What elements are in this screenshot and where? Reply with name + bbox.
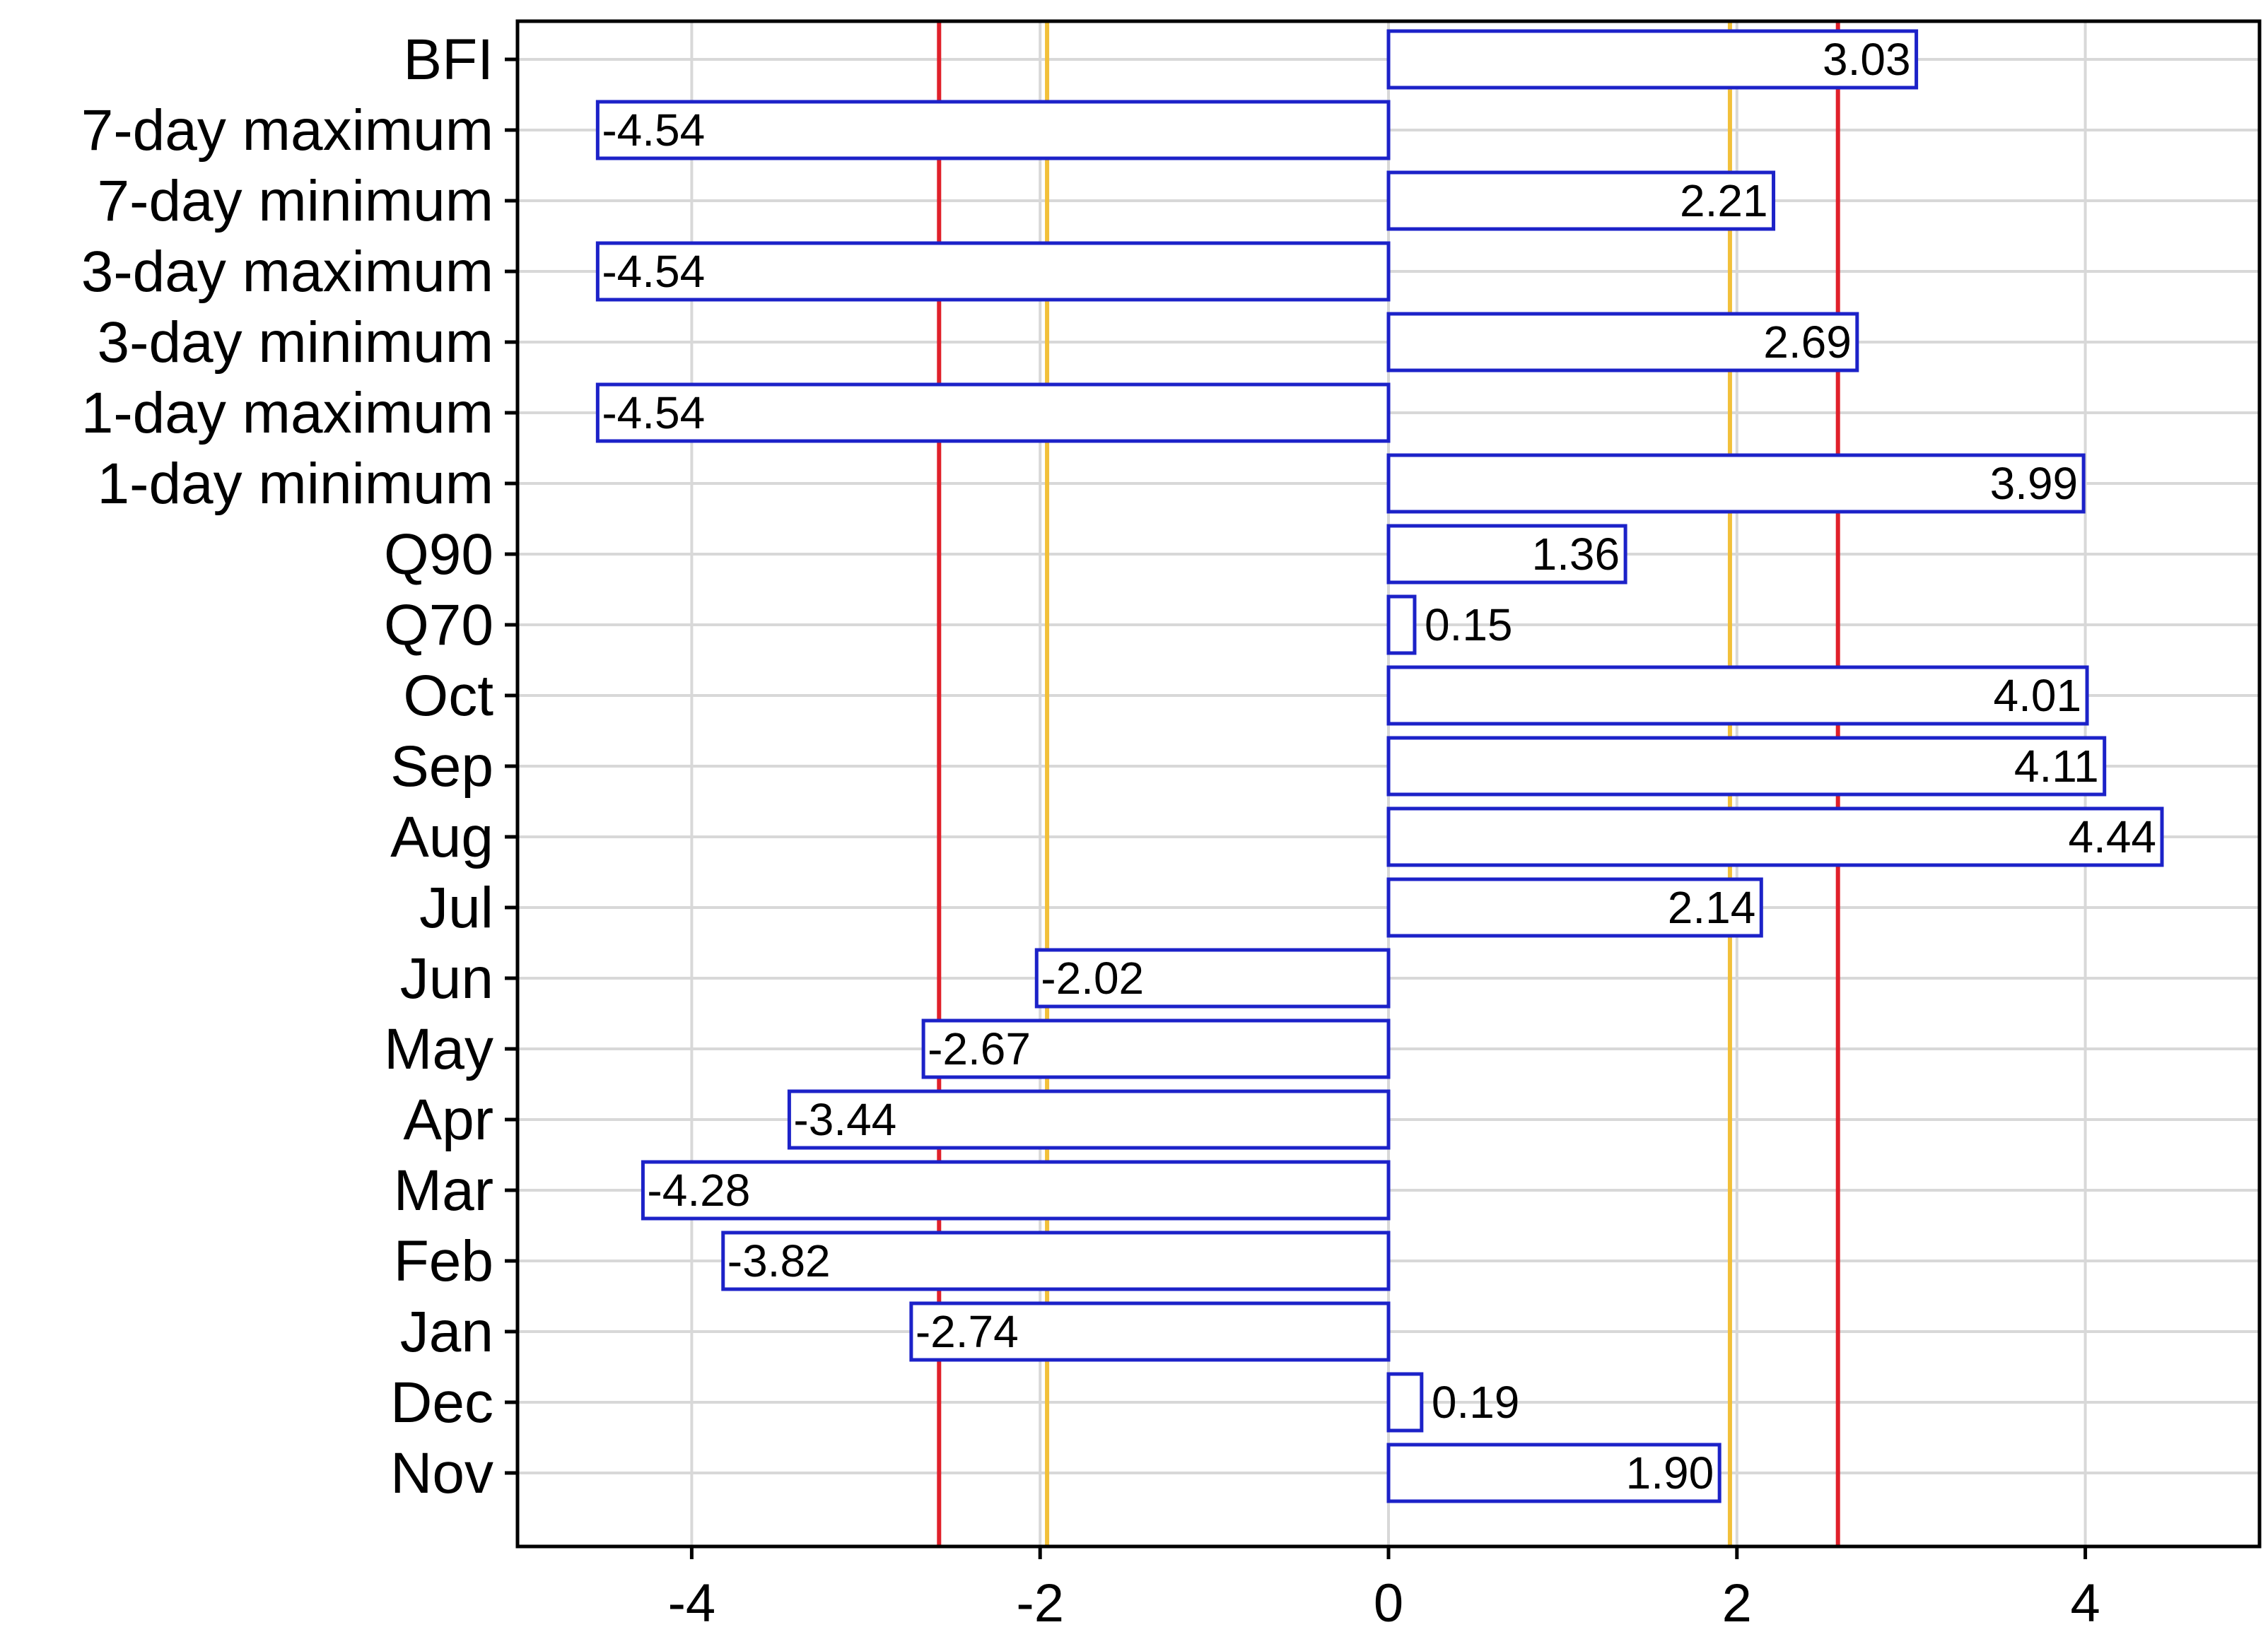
category-label: Jan bbox=[400, 1300, 493, 1364]
x-tick-label: 2 bbox=[1722, 1573, 1752, 1633]
bar-value-label: -3.82 bbox=[727, 1235, 831, 1286]
x-tick-label: 0 bbox=[1374, 1573, 1403, 1633]
category-label: Aug bbox=[390, 805, 493, 869]
bar bbox=[1034, 948, 1391, 1009]
bar bbox=[787, 1089, 1391, 1150]
bar-value-label: 0.19 bbox=[1432, 1377, 1520, 1428]
bar bbox=[1386, 312, 1859, 372]
bar bbox=[1386, 736, 2107, 797]
bar-value-label: -4.54 bbox=[602, 387, 705, 438]
category-label: 1-day maximum bbox=[81, 381, 493, 445]
category-label: 3-day maximum bbox=[81, 240, 493, 304]
bar-value-label: -2.02 bbox=[1041, 953, 1144, 1004]
bar bbox=[909, 1301, 1391, 1362]
x-tick-label: 4 bbox=[2070, 1573, 2100, 1633]
bar bbox=[595, 100, 1391, 160]
x-tick-label: -2 bbox=[1016, 1573, 1064, 1633]
bar-value-label: 4.11 bbox=[2014, 741, 2099, 792]
category-label: 7-day maximum bbox=[81, 98, 493, 163]
category-label: Sep bbox=[390, 734, 493, 799]
category-label: Oct bbox=[403, 664, 493, 728]
bar-value-label: -2.67 bbox=[928, 1023, 1031, 1074]
bar-value-label: 4.01 bbox=[1994, 670, 2082, 721]
category-label: Dec bbox=[390, 1370, 493, 1435]
bar bbox=[1386, 170, 1776, 231]
x-tick-label: -4 bbox=[668, 1573, 716, 1633]
category-label: Q70 bbox=[384, 593, 493, 657]
bar-value-label: 1.90 bbox=[1626, 1448, 1714, 1498]
bar bbox=[1386, 877, 1763, 938]
bar-value-label: -4.54 bbox=[602, 246, 705, 297]
bar-value-label: 4.44 bbox=[2068, 811, 2156, 862]
bar bbox=[921, 1018, 1391, 1079]
bar-value-label: 1.36 bbox=[1532, 529, 1620, 580]
bar bbox=[641, 1160, 1391, 1221]
bar-value-label: -4.28 bbox=[647, 1165, 750, 1216]
bar bbox=[1386, 1372, 1424, 1433]
bar bbox=[1386, 453, 2086, 514]
axes bbox=[505, 19, 2262, 1559]
bar bbox=[721, 1231, 1391, 1291]
bar bbox=[1386, 524, 1627, 585]
category-label: Apr bbox=[403, 1088, 493, 1152]
bar-value-label: 2.14 bbox=[1668, 882, 1756, 933]
bar bbox=[1386, 806, 2164, 867]
category-label: 7-day minimum bbox=[98, 169, 493, 233]
bar bbox=[595, 241, 1391, 302]
bar bbox=[1386, 665, 2089, 726]
bar-value-label: 2.21 bbox=[1680, 175, 1768, 226]
category-label: Feb bbox=[394, 1229, 493, 1293]
labels: 3.03 -4.54 2.21 -4.54 2.69 -4.54 3.99 1.36 0.15 4… bbox=[81, 28, 2156, 1633]
bar-value-label: -2.74 bbox=[916, 1306, 1019, 1357]
bar-value-label: -4.54 bbox=[602, 105, 705, 155]
bar-value-label: -3.44 bbox=[793, 1094, 896, 1145]
bars bbox=[595, 29, 2164, 1503]
category-label: BFI bbox=[403, 28, 493, 92]
bar-value-label: 3.99 bbox=[1990, 458, 2079, 509]
category-label: 3-day minimum bbox=[98, 310, 493, 375]
bar-value-label: 2.69 bbox=[1763, 317, 1852, 368]
category-label: 1-day minimum bbox=[98, 452, 493, 516]
bar bbox=[595, 382, 1391, 443]
category-label: Nov bbox=[390, 1441, 493, 1505]
category-label: May bbox=[384, 1017, 493, 1081]
category-label: Jun bbox=[400, 946, 493, 1011]
bar-value-label: 3.03 bbox=[1823, 34, 1911, 85]
bar bbox=[1386, 29, 1919, 90]
bar-value-label: 0.15 bbox=[1425, 599, 1513, 650]
category-label: Mar bbox=[394, 1158, 493, 1223]
bar bbox=[1386, 594, 1417, 655]
category-label: Q90 bbox=[384, 522, 493, 587]
category-label: Jul bbox=[419, 876, 493, 940]
bar bbox=[1386, 1443, 1722, 1503]
